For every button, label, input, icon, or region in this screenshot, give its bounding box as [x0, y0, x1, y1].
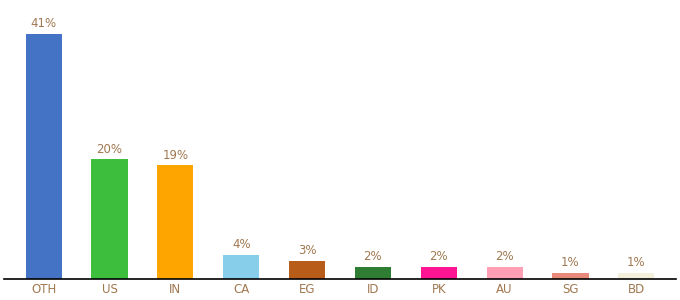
Bar	[223, 255, 259, 279]
Bar	[91, 159, 128, 279]
Text: 1%: 1%	[627, 256, 645, 269]
Text: 2%: 2%	[495, 250, 514, 263]
Text: 2%: 2%	[364, 250, 382, 263]
Text: 4%: 4%	[232, 238, 250, 251]
Bar	[157, 165, 194, 279]
Bar	[552, 273, 589, 279]
Text: 19%: 19%	[163, 149, 188, 162]
Bar	[26, 34, 62, 279]
Text: 3%: 3%	[298, 244, 316, 257]
Text: 2%: 2%	[430, 250, 448, 263]
Bar	[289, 261, 325, 279]
Text: 41%: 41%	[31, 17, 56, 30]
Text: 1%: 1%	[561, 256, 580, 269]
Text: 20%: 20%	[97, 143, 122, 156]
Bar	[355, 267, 391, 279]
Bar	[421, 267, 457, 279]
Bar	[618, 273, 654, 279]
Bar	[486, 267, 523, 279]
